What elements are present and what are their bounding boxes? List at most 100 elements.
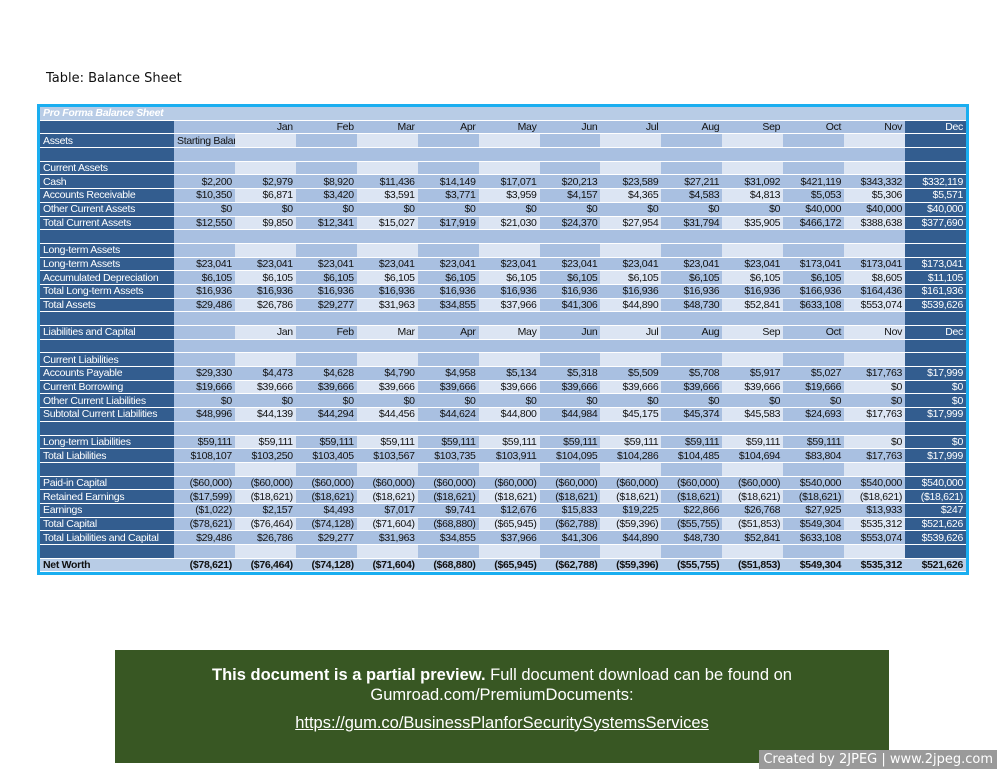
table-cell <box>174 352 235 368</box>
table-row <box>40 311 966 326</box>
table-cell: $633,108 <box>783 298 845 313</box>
table-cell <box>600 544 662 559</box>
balance-sheet: Pro Forma Balance Sheet Jan Feb Mar Apr May J… <box>37 104 969 576</box>
table-cell: $16,936 <box>600 284 662 299</box>
table-cell <box>539 352 601 368</box>
table-cell <box>417 462 479 477</box>
table-cell: $16,936 <box>661 284 723 299</box>
table-cell: $0 <box>905 393 966 409</box>
table-cell: $5,053 <box>783 188 845 203</box>
table-cell: $0 <box>600 393 662 409</box>
table-row: Accounts Payable $29,330 $4,473 $4,628 $4,79… <box>40 366 966 381</box>
table-cell <box>539 147 601 162</box>
table-cell: $0 <box>478 202 540 217</box>
table-cell: $4,157 <box>539 188 601 203</box>
month-header: May <box>478 325 540 340</box>
table-cell <box>174 462 235 477</box>
table-cell: ($59,396) <box>600 517 662 532</box>
table-cell <box>600 229 662 244</box>
table-cell <box>905 311 966 326</box>
table-cell: $539,626 <box>905 530 966 545</box>
table-row <box>40 229 966 244</box>
table-cell <box>539 229 601 244</box>
table-cell <box>417 311 479 326</box>
table-cell <box>295 147 357 162</box>
table-row: Cash $2,200 $2,979 $8,920 $11,436 $14,149 $17,… <box>40 174 966 190</box>
table-cell: $23,041 <box>356 257 418 272</box>
table-cell: $59,111 <box>722 435 784 450</box>
table-cell <box>905 229 966 244</box>
table-cell <box>478 229 540 244</box>
table-cell: $19,666 <box>783 380 845 395</box>
month-header: Jul <box>600 325 662 340</box>
table-cell: $29,486 <box>174 298 235 313</box>
row-label: Retained Earnings <box>40 489 174 504</box>
table-cell: $104,485 <box>661 448 723 463</box>
table-cell: $6,105 <box>478 270 540 285</box>
table-cell: ($60,000) <box>478 476 540 491</box>
table-cell: $388,638 <box>844 216 906 231</box>
row-label: Total Liabilities and Capital <box>40 530 174 545</box>
table-cell: ($51,853) <box>722 558 784 573</box>
table-cell: $17,071 <box>478 174 540 190</box>
table-cell: $59,111 <box>417 435 479 450</box>
table-cell: $4,790 <box>356 366 418 381</box>
table-row: Total Liabilities $108,107 $103,250 $103,40… <box>40 448 966 463</box>
table-cell: $421,119 <box>783 174 845 190</box>
table-cell: $59,111 <box>234 435 296 450</box>
table-cell: $466,172 <box>783 216 845 231</box>
table-cell: $5,708 <box>661 366 723 381</box>
table-cell: $103,735 <box>417 448 479 463</box>
table-cell <box>844 311 906 326</box>
table-cell: ($62,788) <box>539 517 601 532</box>
table-cell: $44,624 <box>417 407 479 422</box>
table-cell <box>417 339 479 354</box>
table-cell: $332,119 <box>905 174 966 190</box>
table-cell <box>661 161 723 176</box>
table-cell <box>722 243 784 258</box>
row-label <box>40 421 174 436</box>
table-cell: ($18,621) <box>356 489 418 504</box>
table-cell <box>174 243 235 258</box>
table-cell <box>174 339 235 354</box>
table-cell <box>722 544 784 559</box>
table-cell <box>417 229 479 244</box>
table-cell: $16,936 <box>417 284 479 299</box>
table-cell <box>539 133 601 149</box>
table-cell <box>295 311 357 326</box>
table-cell: $59,111 <box>356 435 418 450</box>
table-row: Current Assets <box>40 161 966 176</box>
table-cell: $173,041 <box>905 257 966 272</box>
table-cell <box>844 352 906 368</box>
table-cell <box>478 133 540 149</box>
table-cell <box>600 311 662 326</box>
table-cell: ($65,945) <box>478 517 540 532</box>
download-link[interactable]: https://gum.co/BusinessPlanforSecuritySy… <box>295 714 709 732</box>
table-cell: $5,306 <box>844 188 906 203</box>
table-cell <box>174 311 235 326</box>
table-cell: ($18,621) <box>722 489 784 504</box>
table-cell: ($59,396) <box>600 558 662 573</box>
table-cell: $0 <box>844 393 906 409</box>
table-cell: $15,027 <box>356 216 418 231</box>
preview-banner: This document is a partial preview. Full… <box>115 650 889 763</box>
table-cell <box>417 161 479 176</box>
table-cell: $23,041 <box>478 257 540 272</box>
month-header: Aug <box>661 325 723 340</box>
table-row: Earnings ($1,022) $2,157 $4,493 $7,017 $9,741… <box>40 503 966 518</box>
table-cell <box>234 544 296 559</box>
table-cell <box>905 352 966 368</box>
table-cell <box>417 243 479 258</box>
row-label <box>40 120 174 135</box>
table-cell <box>905 421 966 436</box>
table-cell <box>174 325 235 340</box>
table-cell <box>905 544 966 559</box>
table-cell: $553,074 <box>844 298 906 313</box>
table-title: Pro Forma Balance Sheet <box>40 107 966 121</box>
table-cell <box>905 133 966 149</box>
month-header: Dec <box>905 120 966 135</box>
table-cell: $59,111 <box>600 435 662 450</box>
table-cell: $343,332 <box>844 174 906 190</box>
table-cell <box>234 243 296 258</box>
table-cell: $16,936 <box>174 284 235 299</box>
